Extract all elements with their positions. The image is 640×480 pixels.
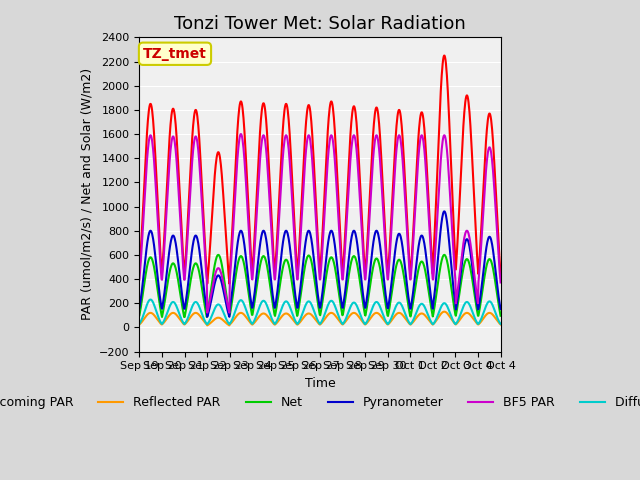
Diffuse PAR <box>377 306 385 312</box>
Reflected PAR <box>497 322 504 327</box>
Net <box>179 304 186 310</box>
Reflected PAR <box>377 312 385 318</box>
BF5 PAR <box>263 158 271 164</box>
Reflected PAR <box>245 318 253 324</box>
Incoming PAR <box>204 281 211 287</box>
Pyranometer <box>497 306 504 312</box>
Diffuse PAR <box>357 313 365 319</box>
Reflected PAR <box>178 319 186 325</box>
Net <box>377 270 385 276</box>
BF5 PAR <box>497 279 504 285</box>
Incoming PAR <box>178 232 186 238</box>
Net <box>214 252 222 258</box>
BF5 PAR <box>357 211 365 217</box>
Pyranometer <box>440 208 448 214</box>
Incoming PAR <box>377 141 385 147</box>
Net <box>357 284 365 290</box>
Reflected PAR <box>276 316 284 322</box>
Diffuse PAR <box>204 322 211 327</box>
Title: Tonzi Tower Met: Solar Radiation: Tonzi Tower Met: Solar Radiation <box>174 15 466 33</box>
Incoming PAR <box>245 211 253 216</box>
BF5 PAR <box>377 171 385 177</box>
Incoming PAR <box>440 53 448 59</box>
Incoming PAR <box>136 269 143 275</box>
Pyranometer <box>178 290 186 296</box>
Line: BF5 PAR: BF5 PAR <box>140 134 500 312</box>
Line: Reflected PAR: Reflected PAR <box>140 312 500 325</box>
BF5 PAR <box>237 131 244 137</box>
Net <box>245 294 253 300</box>
Line: Pyranometer: Pyranometer <box>140 211 500 317</box>
Pyranometer <box>377 246 385 252</box>
Pyranometer <box>263 239 271 245</box>
BF5 PAR <box>245 235 253 241</box>
Net <box>136 312 143 318</box>
Incoming PAR <box>356 185 364 191</box>
BF5 PAR <box>136 276 143 282</box>
Diffuse PAR <box>277 308 285 314</box>
Incoming PAR <box>497 271 504 277</box>
Diffuse PAR <box>497 321 504 327</box>
Line: Diffuse PAR: Diffuse PAR <box>140 300 500 324</box>
Incoming PAR <box>263 123 271 129</box>
Legend: Incoming PAR, Reflected PAR, Net, Pyranometer, BF5 PAR, Diffuse PAR: Incoming PAR, Reflected PAR, Net, Pyrano… <box>0 391 640 414</box>
Diffuse PAR <box>245 315 253 321</box>
Line: Incoming PAR: Incoming PAR <box>140 56 500 284</box>
Pyranometer <box>276 263 284 269</box>
Line: Net: Net <box>140 255 500 317</box>
Incoming PAR <box>276 174 284 180</box>
Diffuse PAR <box>179 318 186 324</box>
Reflected PAR <box>440 309 448 314</box>
Diffuse PAR <box>136 321 143 326</box>
Net <box>263 263 271 269</box>
Diffuse PAR <box>147 297 154 302</box>
Diffuse PAR <box>263 303 271 309</box>
X-axis label: Time: Time <box>305 377 335 390</box>
Pyranometer <box>136 305 143 311</box>
Pyranometer <box>356 267 364 273</box>
Pyranometer <box>204 314 211 320</box>
BF5 PAR <box>277 187 285 192</box>
Pyranometer <box>245 280 253 286</box>
Reflected PAR <box>204 323 211 328</box>
Reflected PAR <box>263 312 271 318</box>
BF5 PAR <box>178 244 186 250</box>
Reflected PAR <box>356 316 364 322</box>
BF5 PAR <box>204 310 211 315</box>
Reflected PAR <box>136 322 143 327</box>
Net <box>497 313 504 319</box>
Y-axis label: PAR (umol/m2/s) / Net and Solar (W/m2): PAR (umol/m2/s) / Net and Solar (W/m2) <box>81 68 93 321</box>
Net <box>158 314 166 320</box>
Net <box>277 277 285 283</box>
Text: TZ_tmet: TZ_tmet <box>143 47 207 61</box>
